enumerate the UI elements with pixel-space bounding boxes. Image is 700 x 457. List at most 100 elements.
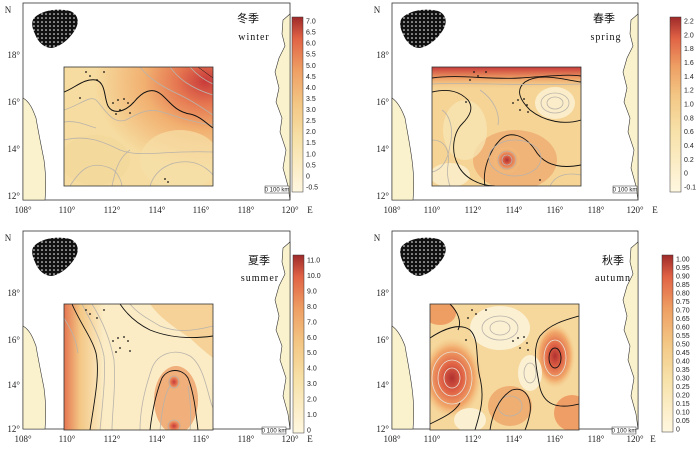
colorbar-tick-label: 2.0: [307, 397, 317, 404]
x-tick-label: 118°: [238, 434, 255, 444]
colorbar-tick-label: 4.5: [306, 74, 316, 81]
colorbar-tick-label: 1.8: [684, 46, 694, 53]
colorbar-tick-label: 1.0: [306, 151, 316, 158]
colorbar-tick-label: 0.10: [676, 410, 690, 417]
colorbar-tick-label: 0.8: [684, 115, 694, 122]
x-tick-label: 110°: [424, 205, 441, 215]
x-axis-summer: 108° 110° 112° 114° 116° 118° 120° E: [14, 434, 313, 444]
x-tick-label: 112°: [104, 205, 121, 215]
svg-text:0 100 km: 0 100 km: [265, 188, 290, 194]
map-panel-winter: 108° 110° 112° 114° 116° 118° 120° E N 1…: [0, 0, 350, 228]
y-axis-unit: N: [374, 233, 381, 243]
y-tick-label: 16°: [7, 335, 20, 345]
colorbar-tick-label: 0.5: [306, 162, 316, 169]
svg-text:0 100 km: 0 100 km: [612, 429, 637, 435]
x-axis-unit: E: [307, 205, 313, 215]
colorbar-tick-label: 6.5: [306, 30, 316, 37]
colorbar-autumn: 1.000.95 0.900.85 0.800.75 0.700.65 0.600.55…: [661, 254, 690, 434]
x-axis-unit: E: [652, 205, 658, 215]
colorbar-tick-label: 3.5: [306, 96, 316, 103]
colorbar-tick-label: 7.0: [306, 19, 316, 26]
y-axis-unit: N: [5, 233, 12, 243]
x-tick-label: 120°: [281, 205, 299, 215]
vietnam-coast: [391, 97, 414, 201]
x-tick-label: 120°: [281, 434, 299, 444]
x-tick-label: 120°: [626, 205, 644, 215]
y-axis-spring: N 18° 16° 14° 12°: [374, 5, 390, 201]
y-tick-label: 18°: [7, 288, 20, 298]
colorbar-tick-label: 0.30: [676, 376, 690, 383]
colorbar-tick-label: 0.25: [676, 384, 690, 391]
colorbar-tick-label: -0.5: [306, 185, 318, 192]
season-title-en: spring: [591, 32, 622, 43]
colorbar-tick-label: 1.4: [684, 74, 694, 81]
colorbar-tick-label: 0.20: [676, 393, 690, 400]
x-tick-label: 114°: [149, 434, 166, 444]
colorbar-tick-label: 1.2: [684, 88, 694, 95]
hainan-island: [32, 237, 78, 276]
x-tick-label: 114°: [506, 205, 523, 215]
colorbar-tick-label: 0: [307, 428, 311, 435]
y-tick-label: 12°: [376, 424, 389, 434]
y-axis-winter: N 18° 16° 14° 12°: [5, 5, 21, 201]
x-tick-label: 116°: [193, 434, 210, 444]
season-title-cn: 夏季: [248, 254, 270, 267]
y-tick-label: 14°: [376, 380, 389, 390]
colorbar-tick-label: 5.0: [306, 63, 316, 70]
colorbar-tick-label: 0.4: [684, 143, 694, 150]
season-title-cn: 冬季: [237, 11, 259, 25]
vietnam-coast: [391, 325, 414, 430]
colorbar-tick-label: 3.0: [307, 381, 317, 388]
map-canvas-spring: 108° 110° 112° 114° 116° 118° 120° E N 1…: [374, 2, 696, 215]
colorbar-tick-label: 0.55: [676, 333, 690, 340]
y-tick-label: 18°: [376, 288, 389, 298]
colorbar-tick-label: 0.75: [676, 299, 690, 306]
colorbar-tick-label: 0.6: [684, 129, 694, 136]
colorbar-tick-label: 11.0: [307, 258, 320, 265]
x-tick-label: 112°: [104, 434, 121, 444]
colorbar-summer: 11.0 10.0 9.0 8.0 7.0 6.0 5.0 4.0 3.0 2.0 1.0 0: [292, 254, 321, 435]
scale-bar: 0 100 km: [265, 185, 290, 194]
x-tick-label: 116°: [547, 205, 564, 215]
philippines-coast: [274, 13, 291, 201]
colorbar-tick-label: 0.80: [676, 291, 690, 298]
x-tick-label: 108°: [14, 205, 32, 215]
y-axis-unit: N: [374, 5, 381, 15]
y-tick-label: 12°: [7, 191, 20, 201]
y-tick-label: 18°: [376, 50, 389, 60]
season-title-cn: 秋季: [602, 253, 624, 267]
colorbar-tick-label: 1.0: [684, 102, 694, 109]
map-panel-spring: 108° 110° 112° 114° 116° 118° 120° E N 1…: [350, 0, 700, 228]
colorbar-tick-label: 0.45: [676, 350, 690, 357]
vietnam-coast: [22, 97, 46, 201]
y-tick-label: 16°: [376, 97, 389, 107]
x-tick-label: 112°: [465, 205, 482, 215]
contour-field-autumn: [430, 304, 579, 430]
colorbar-tick-label: 0.15: [676, 401, 690, 408]
colorbar-tick-label: 0.40: [676, 359, 690, 366]
colorbar-tick-label: 3.0: [306, 107, 316, 114]
y-tick-label: 14°: [376, 144, 389, 154]
y-axis-unit: N: [5, 5, 12, 15]
x-tick-label: 118°: [238, 205, 255, 215]
colorbar-tick-label: 6.0: [306, 41, 316, 48]
hainan-island: [32, 9, 78, 48]
colorbar-tick-label: 5.5: [306, 52, 316, 59]
colorbar-tick-label: 1.0: [307, 412, 317, 419]
season-title-en: autumn: [595, 273, 631, 284]
colorbar-tick-label: -0.1: [684, 185, 696, 192]
y-tick-label: 16°: [7, 97, 20, 107]
x-tick-label: 114°: [506, 434, 523, 444]
svg-text:0 100 km: 0 100 km: [613, 188, 638, 194]
map-canvas-summer: 108° 110° 112° 114° 116° 118° 120° E N 1…: [5, 230, 321, 444]
colorbar-tick-label: 9.0: [307, 288, 317, 295]
x-tick-label: 108°: [383, 434, 401, 444]
x-tick-label: 112°: [465, 434, 482, 444]
y-tick-label: 14°: [7, 144, 20, 154]
colorbar-spring: 2.2 2.0 1.8 1.6 1.4 1.2 1.0 0.8 0.6 0.4 0.2 0 -0.1: [669, 16, 696, 193]
y-tick-label: 14°: [7, 380, 20, 390]
hainan-island: [400, 9, 446, 48]
colorbar-tick-label: 1.6: [684, 60, 694, 67]
map-canvas-winter: 108° 110° 112° 114° 116° 118° 120° E N 1…: [5, 2, 318, 215]
scale-bar: 0 100 km: [612, 426, 637, 435]
